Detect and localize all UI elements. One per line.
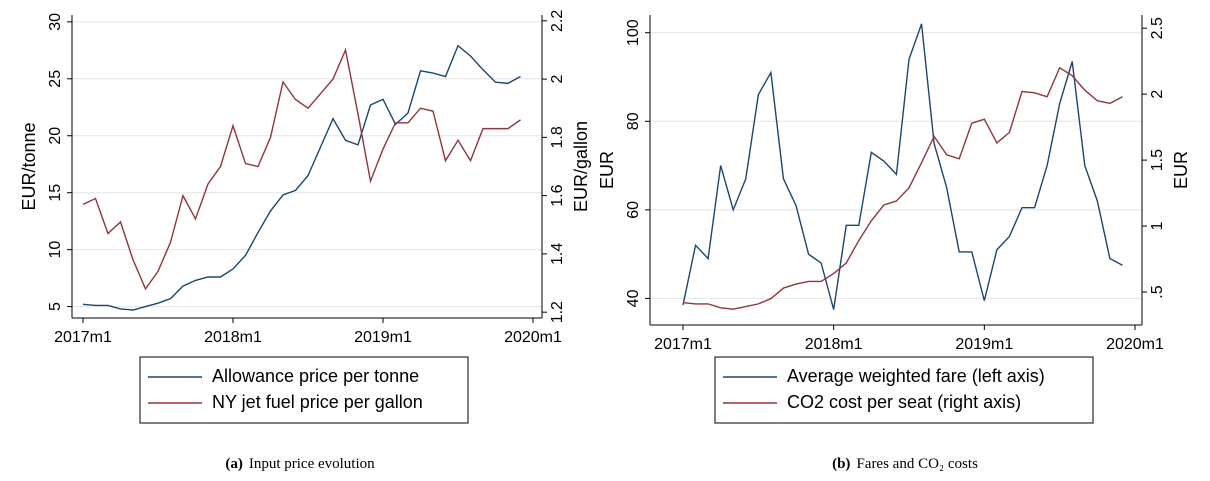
- y2-tick-label: 1.8: [549, 126, 566, 148]
- y2-tick-label: .5: [1149, 285, 1166, 298]
- y-tick-label: 15: [47, 184, 64, 202]
- y2-tick-label: 2.2: [549, 10, 566, 32]
- y2-tick-label: 2: [549, 75, 566, 84]
- x-tick-label: 2020m1: [1106, 336, 1164, 353]
- series-line: [82, 44, 521, 311]
- y2-tick-label: 2: [1149, 90, 1166, 99]
- y-tick-label: 80: [625, 112, 642, 130]
- x-tick-label: 2019m1: [955, 336, 1013, 353]
- y2-axis-title: EUR/gallon: [571, 121, 591, 212]
- x-tick-label: 2019m1: [354, 329, 412, 346]
- y-tick-label: 5: [47, 302, 64, 311]
- legend-label: NY jet fuel price per gallon: [212, 392, 423, 412]
- caption: (b) Fares and CO₂ costs: [832, 456, 978, 472]
- series-line: [82, 47, 521, 291]
- y-tick-label: 60: [625, 201, 642, 219]
- series-line: [682, 23, 1123, 310]
- legend-label: CO2 cost per seat (right axis): [787, 392, 1021, 412]
- y-tick-label: 40: [625, 289, 642, 307]
- y2-tick-label: 1.5: [1149, 149, 1166, 171]
- y-tick-label: 25: [47, 70, 64, 88]
- caption-text: Fares and CO₂ costs: [856, 456, 978, 472]
- y2-axis-title: EUR: [1171, 151, 1191, 189]
- y2-tick-label: 1.6: [549, 184, 566, 206]
- y-tick-label: 100: [625, 19, 642, 46]
- x-tick-label: 2018m1: [204, 329, 262, 346]
- legend-box: [714, 356, 1094, 424]
- y2-tick-label: 1: [1149, 222, 1166, 231]
- legend-label: Average weighted fare (left axis): [787, 366, 1045, 386]
- legend-label: Allowance price per tonne: [212, 366, 419, 386]
- y-axis-title: EUR: [597, 151, 617, 189]
- x-tick-label: 2020m1: [504, 329, 562, 346]
- y2-tick-label: 2.5: [1149, 17, 1166, 39]
- y-tick-label: 20: [47, 127, 64, 145]
- legend-box: [139, 356, 469, 424]
- caption-label: (b): [832, 456, 850, 472]
- caption-label: (a): [225, 456, 243, 472]
- y2-tick-label: 1.2: [549, 301, 566, 323]
- x-tick-label: 2017m1: [54, 329, 112, 346]
- y-axis-title: EUR/tonne: [19, 122, 39, 210]
- y2-tick-label: 1.4: [549, 243, 566, 265]
- y-tick-label: 30: [47, 13, 64, 31]
- x-tick-label: 2018m1: [805, 336, 863, 353]
- caption: (a) Input price evolution: [225, 456, 375, 472]
- y-tick-label: 10: [47, 241, 64, 259]
- series-line: [682, 66, 1123, 310]
- caption-text: Input price evolution: [249, 456, 375, 472]
- x-tick-label: 2017m1: [654, 336, 712, 353]
